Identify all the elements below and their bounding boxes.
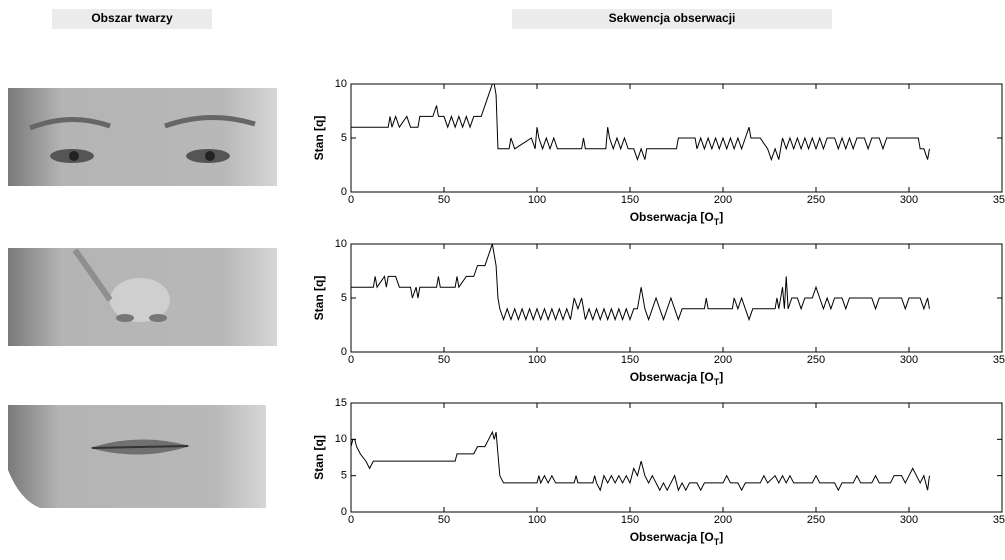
y-tick-label: 10 bbox=[335, 238, 347, 250]
y-tick-label: 5 bbox=[341, 292, 347, 304]
plot-area bbox=[351, 403, 1002, 512]
y-tick-label: 5 bbox=[341, 132, 347, 144]
x-tick-label: 350 bbox=[993, 514, 1005, 526]
x-tick-label: 300 bbox=[900, 354, 918, 366]
face-eyes bbox=[8, 88, 277, 186]
x-label-text: Obserwacja [O bbox=[630, 530, 714, 544]
x-label-text: ] bbox=[719, 530, 723, 544]
x-tick-label: 250 bbox=[807, 514, 825, 526]
y-tick-label: 5 bbox=[341, 470, 347, 482]
x-label-text: ] bbox=[719, 370, 723, 384]
x-tick-label: 200 bbox=[714, 354, 732, 366]
x-tick-label: 150 bbox=[621, 514, 639, 526]
x-label-text: ] bbox=[719, 210, 723, 224]
y-tick-label: 0 bbox=[341, 346, 347, 358]
x-axis-label: Obserwacja [OT] bbox=[630, 530, 724, 547]
x-tick-label: 100 bbox=[528, 514, 546, 526]
y-tick-label: 0 bbox=[341, 506, 347, 518]
x-tick-label: 150 bbox=[621, 354, 639, 366]
x-tick-label: 350 bbox=[993, 354, 1005, 366]
face-nose bbox=[8, 248, 277, 346]
x-tick-label: 50 bbox=[438, 194, 450, 206]
y-tick-label: 10 bbox=[335, 433, 347, 445]
x-tick-label: 300 bbox=[900, 194, 918, 206]
x-axis-label: Obserwacja [OT] bbox=[630, 210, 724, 227]
x-tick-label: 0 bbox=[348, 514, 354, 526]
x-tick-label: 100 bbox=[528, 354, 546, 366]
x-label-text: Obserwacja [O bbox=[630, 210, 714, 224]
y-axis-label: Stan [q] bbox=[312, 435, 326, 480]
y-tick-label: 15 bbox=[335, 397, 347, 409]
x-tick-label: 50 bbox=[438, 354, 450, 366]
x-tick-label: 150 bbox=[621, 194, 639, 206]
y-axis-label: Stan [q] bbox=[312, 116, 326, 161]
x-tick-label: 0 bbox=[348, 194, 354, 206]
panel-title: Obszar twarzy bbox=[91, 11, 173, 25]
y-tick-label: 10 bbox=[335, 78, 347, 90]
x-tick-label: 100 bbox=[528, 194, 546, 206]
x-tick-label: 200 bbox=[714, 194, 732, 206]
x-tick-label: 300 bbox=[900, 514, 918, 526]
y-axis-label: Stan [q] bbox=[312, 276, 326, 321]
app-window: Obszar twarzy Sekwencja obserwacji 05010… bbox=[0, 0, 1005, 555]
x-tick-label: 250 bbox=[807, 354, 825, 366]
x-axis-label: Obserwacja [OT] bbox=[630, 370, 724, 387]
panel-title: Sekwencja obserwacji bbox=[609, 11, 736, 25]
face-mouth bbox=[8, 405, 266, 508]
plot-area bbox=[351, 244, 1002, 352]
x-tick-label: 350 bbox=[993, 194, 1005, 206]
y-tick-label: 0 bbox=[341, 186, 347, 198]
x-tick-label: 200 bbox=[714, 514, 732, 526]
x-label-text: Obserwacja [O bbox=[630, 370, 714, 384]
x-tick-label: 250 bbox=[807, 194, 825, 206]
x-tick-label: 0 bbox=[348, 354, 354, 366]
x-tick-label: 50 bbox=[438, 514, 450, 526]
